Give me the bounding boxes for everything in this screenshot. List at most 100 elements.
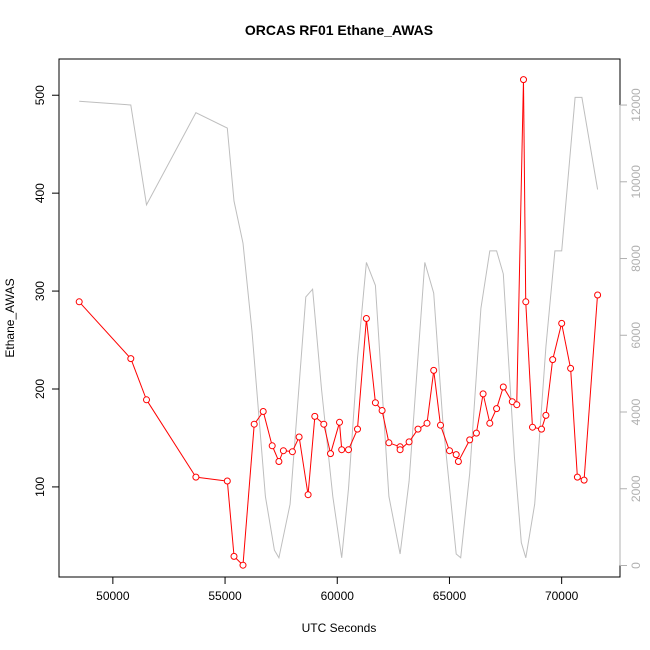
- series-left-point: [493, 405, 501, 413]
- y-tick-label-right: 10000: [629, 165, 643, 199]
- series-left-point: [268, 442, 276, 450]
- series-left-segment: [476, 396, 484, 431]
- series-left-segment: [198, 477, 225, 482]
- series-left-point: [479, 390, 487, 398]
- series-left-point: [250, 420, 258, 428]
- series-left-segment: [525, 304, 533, 425]
- series-left-point: [259, 408, 267, 415]
- series-left-segment: [349, 431, 357, 448]
- series-left-segment: [366, 321, 376, 400]
- series-left-point: [378, 407, 386, 414]
- series-left-segment: [131, 361, 146, 398]
- series-left-point: [396, 446, 404, 454]
- x-tick-label: 50000: [96, 589, 130, 603]
- series-left-point: [75, 298, 83, 306]
- y-tick-label-right: 12000: [629, 88, 643, 122]
- series-left-point: [320, 420, 328, 428]
- plot-frame: [58, 58, 621, 578]
- series-left-point: [304, 491, 312, 499]
- y-tick-label-right: 0: [629, 562, 643, 569]
- series-left-segment: [483, 396, 490, 421]
- series-left-segment: [541, 418, 546, 427]
- y-tick-label-right: 6000: [629, 322, 643, 349]
- series-right-line: [79, 96, 599, 560]
- series-left-point: [385, 439, 393, 447]
- series-left-point: [405, 438, 413, 446]
- series-left-segment: [307, 419, 316, 492]
- series-left-segment: [433, 373, 441, 423]
- series-left-point: [446, 447, 453, 455]
- series-left-point: [239, 561, 247, 569]
- series-left-segment: [330, 425, 340, 451]
- series-left-point: [573, 473, 581, 481]
- series-left-segment: [293, 439, 299, 450]
- series-left-segment: [299, 439, 309, 492]
- series-left-point: [499, 383, 507, 391]
- series-left-point: [466, 436, 474, 444]
- series-left-point: [423, 419, 431, 427]
- series-left-point: [513, 401, 521, 409]
- series-left-point: [279, 447, 287, 455]
- series-left-point: [192, 473, 200, 481]
- series-left-segment: [263, 414, 272, 444]
- series-left-segment: [523, 82, 527, 299]
- series-left-segment: [357, 321, 367, 427]
- y-tick-label-left: 100: [33, 477, 47, 497]
- y-tick-label-right: 2000: [629, 475, 643, 502]
- series-left-segment: [147, 402, 195, 475]
- series-left-segment: [497, 389, 503, 406]
- y-tick-label-left: 400: [33, 183, 47, 203]
- y-axis-right: 0 2000 4000 6000 8000 10000 12000: [619, 88, 643, 569]
- series-left-point: [594, 291, 602, 299]
- series-left-point: [288, 448, 296, 456]
- series-left-segment: [324, 427, 331, 451]
- y-tick-label-left: 200: [33, 379, 47, 399]
- x-tick-label: 70000: [545, 589, 579, 603]
- series-left-segment: [545, 362, 553, 413]
- series-left-point: [520, 76, 527, 84]
- chart-title: ORCAS RF01 Ethane_AWAS: [245, 22, 433, 38]
- series-left-segment: [242, 427, 255, 563]
- series-left-point: [437, 421, 444, 429]
- series-left-segment: [570, 371, 578, 475]
- series-left-point: [580, 476, 588, 484]
- series-left-segment: [420, 424, 425, 428]
- series-left-segment: [552, 326, 562, 357]
- series-left-segment: [459, 442, 469, 460]
- series-left-segment: [441, 427, 449, 449]
- y-axis-left: 100 200 300 400 500: [33, 85, 59, 497]
- series-left-segment: [410, 431, 417, 440]
- series-left-segment: [235, 558, 242, 564]
- y-axis-label: Ethane_AWAS: [3, 278, 17, 357]
- series-left-point: [549, 356, 557, 364]
- series-left-point: [542, 411, 550, 419]
- series-left-segment: [382, 413, 389, 441]
- series-left-point: [472, 429, 480, 437]
- series-left-point: [336, 418, 343, 426]
- series-left-segment: [272, 448, 279, 459]
- x-axis-label: UTC Seconds: [302, 621, 377, 635]
- series-left-point: [127, 355, 135, 363]
- series-left-point: [295, 433, 303, 441]
- series-right-gray: [79, 96, 599, 560]
- series-left-segment: [391, 443, 398, 447]
- series-left-point: [327, 450, 334, 458]
- series-left-point: [143, 396, 150, 404]
- y-tick-label-right: 4000: [629, 398, 643, 425]
- series-left-point: [345, 446, 352, 454]
- series-left-point: [538, 425, 545, 433]
- series-left-point: [223, 477, 231, 485]
- series-left-point: [311, 412, 319, 420]
- series-left-point: [452, 451, 460, 459]
- series-left-segment: [561, 326, 571, 366]
- series-left-point: [414, 425, 422, 433]
- series-left-segment: [504, 389, 512, 400]
- y-tick-label-right: 8000: [629, 245, 643, 272]
- series-left-segment: [279, 453, 283, 459]
- series-left-segment: [227, 483, 235, 554]
- series-left-point: [486, 419, 494, 427]
- series-left-point: [522, 298, 530, 306]
- series-left-segment: [339, 425, 342, 447]
- series-left-point: [558, 319, 566, 327]
